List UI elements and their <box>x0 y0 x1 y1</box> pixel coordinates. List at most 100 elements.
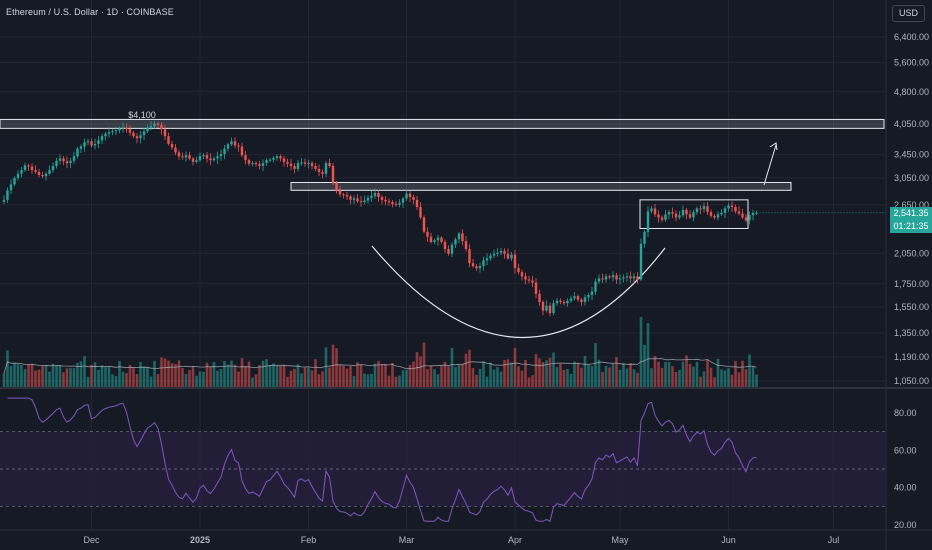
volume-bar <box>401 370 405 387</box>
volume-bar <box>76 363 79 387</box>
candle-body <box>86 141 90 143</box>
volume-bar <box>370 373 373 387</box>
candle-body <box>730 205 734 207</box>
candle-body <box>275 156 279 158</box>
candle-body <box>475 266 478 269</box>
candle-body <box>510 254 513 259</box>
volume-bar <box>513 347 517 387</box>
candle-body <box>121 127 125 129</box>
price-tick-label: 1,190.00 <box>894 352 929 362</box>
candle-body <box>394 204 398 206</box>
volume-bar <box>254 374 258 387</box>
volume-bar <box>338 364 342 387</box>
candle-body <box>723 208 727 213</box>
time-tick-label: Jul <box>828 535 840 545</box>
volume-bar <box>114 376 118 387</box>
volume-bar <box>538 358 541 387</box>
volume-bar <box>454 367 457 387</box>
volume-bar <box>503 360 506 387</box>
candle-body <box>6 190 9 200</box>
candle-body <box>506 253 510 259</box>
candle-body <box>237 145 240 147</box>
candle-body <box>548 305 552 314</box>
candle-body <box>90 141 93 146</box>
volume-bar <box>167 360 170 387</box>
time-tick-label: Jun <box>721 535 736 545</box>
rsi-panel <box>0 397 886 523</box>
candle-body <box>240 146 244 156</box>
candle-body <box>447 249 450 254</box>
volume-bar <box>293 368 296 387</box>
candle-body <box>27 165 30 167</box>
volume-bar <box>170 363 174 387</box>
volume-bar <box>534 354 538 387</box>
volume-bar <box>664 361 667 387</box>
candle-body <box>405 193 408 199</box>
candle-body <box>76 148 79 157</box>
candle-body <box>191 158 195 162</box>
volume-bar <box>667 361 671 387</box>
candle-body <box>461 233 464 242</box>
candle-body <box>247 160 251 164</box>
volume-bar <box>562 369 566 387</box>
candle-body <box>664 214 667 220</box>
volume-bar <box>275 365 279 387</box>
volume-bar <box>345 368 349 387</box>
volume-bar <box>356 362 359 387</box>
candle-body <box>352 198 356 200</box>
candle-body <box>170 143 174 148</box>
volume-bar <box>90 364 93 387</box>
volume-bar <box>279 365 282 387</box>
resistance-zone-4100 <box>0 118 885 129</box>
volume-bar <box>79 361 83 387</box>
volume-bar <box>569 373 573 387</box>
volume-bar <box>153 360 156 387</box>
currency-selector[interactable]: USD <box>892 5 925 22</box>
candle-body <box>492 253 496 256</box>
volume-bar <box>639 317 643 387</box>
range-box <box>639 199 749 229</box>
candle-body <box>282 158 286 162</box>
candle-body <box>520 272 524 277</box>
volume-bar <box>268 364 272 387</box>
price-tick-label: 3,050.00 <box>894 173 929 183</box>
volume-bar <box>342 365 345 387</box>
candle-body <box>205 155 209 159</box>
volume-bar <box>643 344 646 387</box>
candle-body <box>268 159 272 161</box>
volume-bar <box>391 363 394 387</box>
volume-bar <box>440 365 443 387</box>
candle-body <box>132 132 135 137</box>
candle-body <box>370 195 373 198</box>
volume-bar <box>541 362 545 387</box>
volume-bar <box>160 357 163 387</box>
candle-body <box>734 206 737 212</box>
volume-bar <box>608 367 611 387</box>
volume-bar <box>146 366 149 387</box>
candle-body <box>142 131 146 136</box>
cup-curve <box>371 245 666 338</box>
volume-bar <box>471 368 475 387</box>
candle-body <box>48 170 51 174</box>
candle-body <box>37 171 41 175</box>
candle-body <box>671 212 674 214</box>
volume-bar <box>219 369 223 387</box>
price-tick-label: 2,050.00 <box>894 249 929 259</box>
candle-body <box>454 239 457 245</box>
price-tick-label: 3,450.00 <box>894 150 929 160</box>
candle-body <box>650 208 653 212</box>
candle-body <box>146 127 149 132</box>
candle-body <box>349 196 352 200</box>
candle-body <box>503 250 506 254</box>
candle-body <box>587 294 590 298</box>
candle-body <box>244 155 247 161</box>
candle-body <box>387 201 391 203</box>
candle-body <box>310 163 314 166</box>
candle-body <box>513 254 517 269</box>
candle-body <box>695 208 699 213</box>
candle-body <box>440 237 443 242</box>
volume-bar <box>702 371 706 387</box>
volume-bar <box>72 368 76 387</box>
volume-bar <box>685 355 688 387</box>
